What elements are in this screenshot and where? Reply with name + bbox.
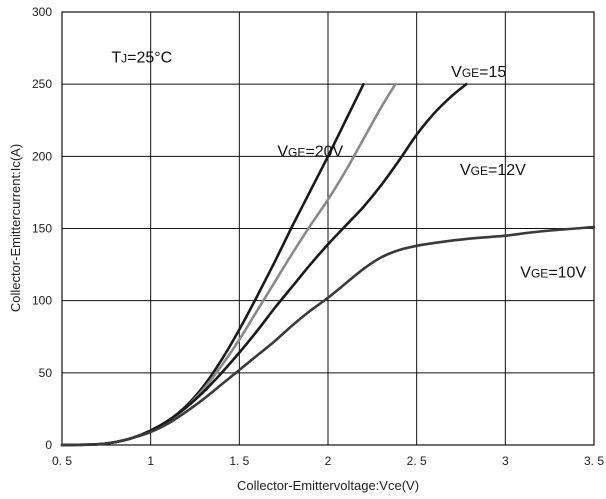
x-tick-label: 2 — [325, 454, 332, 468]
y-tick-label: 150 — [32, 222, 52, 236]
series-line-vge-10v — [60, 225, 596, 447]
plot-frame — [61, 11, 595, 446]
series-line-vge-12v — [60, 82, 468, 447]
annotation-vge12: VGE=12V — [460, 162, 526, 179]
x-tick-label: 1 — [147, 454, 154, 468]
series-lines — [60, 82, 596, 447]
y-tick-label: 0 — [45, 438, 52, 452]
annotation-vge15: VGE=15 — [451, 64, 506, 81]
x-tick-label: 3 — [502, 454, 509, 468]
x-tick-label: 1. 5 — [229, 454, 249, 468]
annotation-vge10: VGE=10V — [520, 265, 586, 282]
annotation-vge20: VGE=20V — [277, 143, 343, 160]
x-tick-label: 3. 5 — [584, 454, 604, 468]
y-tick-label: 100 — [32, 294, 52, 308]
x-tick-label: 2. 5 — [407, 454, 427, 468]
x-axis-title: Collector-Emittervoltage:Vce(V) — [237, 478, 419, 493]
series-line-vge-15 — [60, 82, 397, 447]
annotation-tj: TJ=25°C — [111, 50, 172, 67]
y-tick-label: 300 — [32, 5, 52, 19]
x-tick-labels: 0. 5 1 1. 5 2 2. 5 3 3. 5 — [52, 454, 604, 468]
y-tick-label: 200 — [32, 149, 52, 163]
annotations: TJ=25°C VGE=20V VGE=15 VGE=12V VGE=10V — [111, 50, 586, 282]
y-axis-title: Collector-Emittercurrent:Ic(A) — [8, 144, 23, 312]
y-tick-label: 250 — [32, 77, 52, 91]
x-tick-label: 0. 5 — [52, 454, 72, 468]
grid — [61, 11, 595, 446]
y-tick-labels: 0 50 100 150 200 250 300 — [32, 5, 52, 452]
y-tick-label: 50 — [39, 366, 53, 380]
